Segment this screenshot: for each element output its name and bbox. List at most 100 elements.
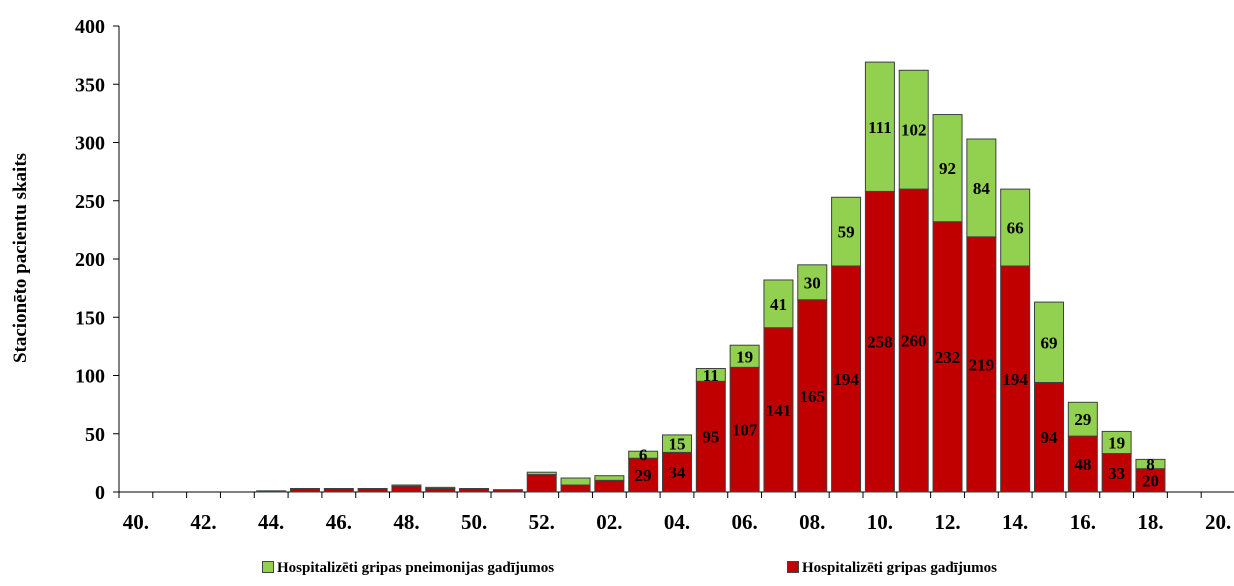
data-label-flu: 194 [833,370,859,389]
x-tick-label: 46. [326,510,352,534]
bar-flu [323,488,354,493]
x-tick-label: 42. [190,510,216,534]
bar-flu [1101,453,1132,493]
bar-pneumonia [628,450,659,459]
bar-pneumonia [966,138,997,238]
bar-pneumonia [391,484,422,487]
bar-pneumonia [1067,401,1098,437]
legend-label-flu: Hospitalizēti gripas gadījumos [802,560,998,576]
y-tick-label: 350 [75,74,105,96]
data-label-flu: 29 [635,466,652,485]
bar-flu [628,457,659,493]
data-label-pneumonia: 11 [703,366,719,385]
bar-pneumonia [831,196,862,267]
data-label-pneumonia: 102 [901,121,927,140]
y-tick-label: 200 [75,249,105,271]
bar-flu [1067,435,1098,493]
bar-pneumonia [560,477,591,486]
bar-flu [357,488,388,493]
bar-flu [932,221,963,493]
bar-flu [1000,265,1031,493]
x-axis: 40. 42. 44. 46. 48. 50. 52. 02. 04. 06. 08. 10. 12. 1… [118,491,1234,534]
bar-pneumonia [425,486,456,490]
data-label-pneumonia: 15 [669,435,686,454]
data-label-flu: 107 [732,421,758,440]
bar-flu [425,488,456,493]
bar-pneumonia [1135,458,1166,470]
data-label-pneumonia: 8 [1146,455,1155,474]
bar-pneumonia [1034,301,1064,383]
y-tick-label: 50 [85,424,105,446]
legend-item-flu: Hospitalizēti gripas gadījumos [787,560,997,577]
y-tick-label: 100 [75,366,105,388]
bar-pneumonia [763,279,794,329]
x-tick-label: 12. [934,510,960,534]
bar-pneumonia [797,264,828,301]
data-label-flu: 95 [702,428,719,447]
data-label-flu: 260 [901,332,927,351]
bar-flu [560,484,591,493]
data-label-flu: 34 [669,463,687,482]
x-tick-label: 48. [393,510,419,534]
bar-flu [290,488,320,493]
data-label-flu: 232 [935,348,961,367]
y-tick-label: 0 [95,482,105,504]
y-axis-title: Stacionēto pacientu skaits [10,153,31,363]
data-label-pneumonia: 29 [1074,410,1091,429]
data-label-pneumonia: 59 [838,223,855,242]
bar-flu [594,479,625,493]
x-tick-label: 02. [596,510,622,534]
x-tick-label: 52. [529,510,555,534]
x-tick-label: 10. [867,510,893,534]
y-axis: 0 50 100 150 200 250 300 350 400 [75,16,120,504]
data-label-pneumonia: 66 [1007,219,1024,238]
data-label-flu: 141 [766,401,792,420]
x-tick-label: 16. [1070,510,1096,534]
data-label-flu: 33 [1108,464,1125,483]
data-label-pneumonia: 30 [804,273,821,292]
bar-flu [459,488,490,493]
x-tick-label: 14. [1002,510,1028,534]
bar-flu [695,380,726,493]
x-tick-label: 18. [1137,510,1163,534]
x-tick-label: 06. [732,510,758,534]
data-label-pneumonia: 6 [639,446,648,465]
data-label-flu: 48 [1074,455,1091,474]
bar-flu [763,327,794,493]
data-label-flu: 94 [1041,428,1059,447]
data-label-flu: 194 [1002,370,1028,389]
y-tick-label: 250 [75,191,105,213]
legend-label-pneumonia: Hospitalizēti gripas pneimonijas gadījum… [277,560,555,576]
data-label-pneumonia: 41 [770,295,787,314]
y-tick-label: 300 [75,133,105,155]
y-tick-label: 400 [75,16,105,38]
bar-flu [662,451,692,493]
data-label-flu: 258 [867,333,893,352]
bar-flu [797,299,828,493]
bar-flu [492,489,523,493]
data-label-pneumonia: 84 [973,179,991,198]
x-tick-label: 08. [799,510,825,534]
data-label-pneumonia: 92 [939,159,956,178]
x-tick-label: 20. [1205,510,1231,534]
data-label-flu: 219 [969,355,995,374]
data-label-pneumonia: 19 [1108,433,1125,452]
x-tick-label: 04. [664,510,690,534]
bar-flu [864,190,895,493]
data-label-pneumonia: 111 [868,118,892,137]
legend-swatch-flu [787,561,799,573]
bar-pneumonia [662,434,692,453]
data-label-flu: 165 [800,387,826,406]
data-label-flu: 20 [1142,471,1159,490]
x-tick-label: 50. [461,510,487,534]
x-tick-label: 44. [258,510,284,534]
data-label-pneumonia: 19 [736,347,753,366]
bar-pneumonia [594,475,625,481]
bar-pneumonia [729,344,760,368]
bar-pneumonia [864,61,895,192]
bar-pneumonia [695,368,726,382]
data-label-pneumonia: 69 [1041,333,1058,352]
bar-flu [526,474,557,493]
bar-pneumonia [526,471,557,476]
